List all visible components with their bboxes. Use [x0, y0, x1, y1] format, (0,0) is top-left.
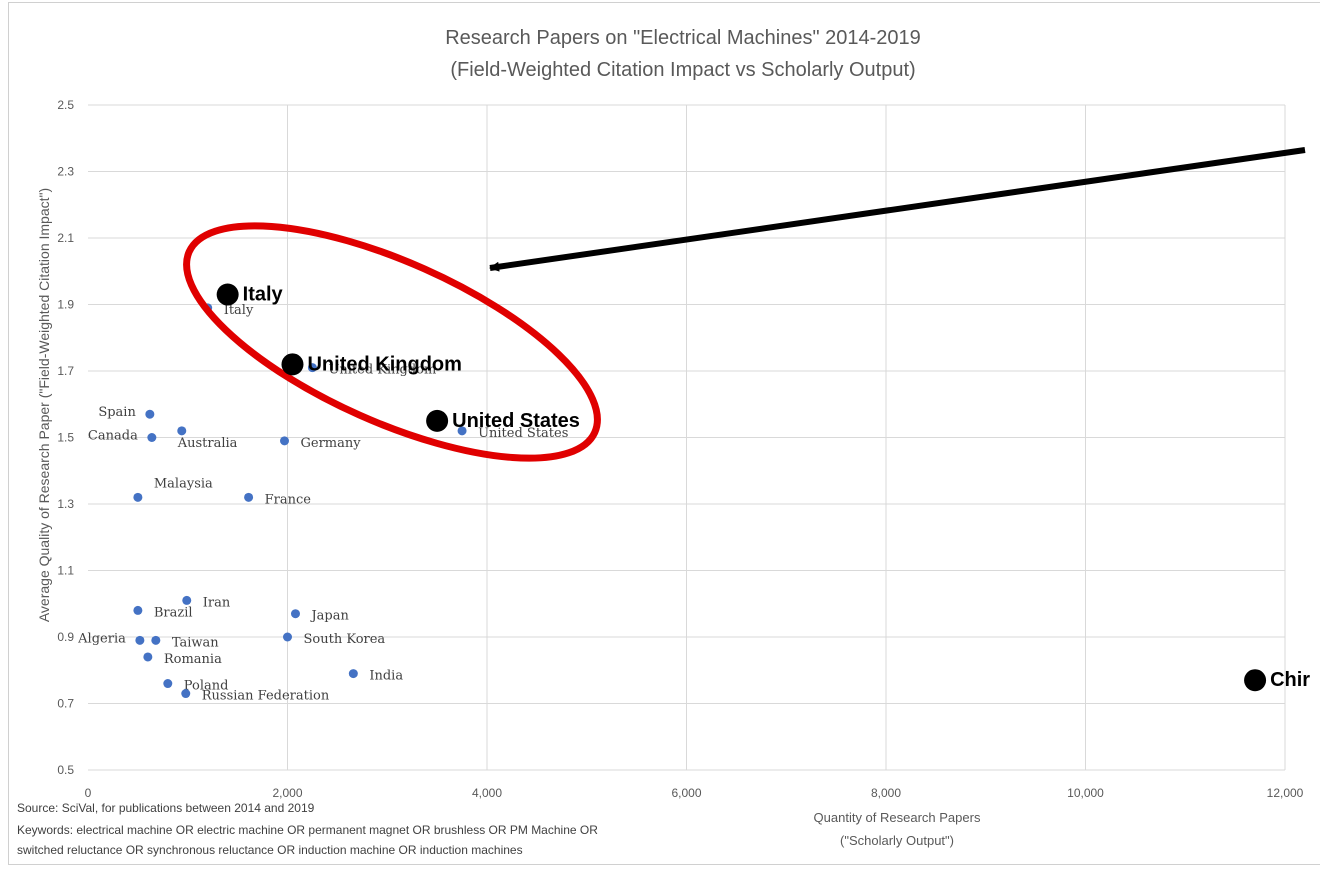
- x-tick-label: 6,000: [671, 786, 701, 800]
- data-point: [307, 363, 317, 373]
- x-axis-label-secondary: ("Scholarly Output"): [840, 833, 954, 848]
- data-point-label: Germany: [301, 436, 362, 451]
- data-point-label: Spain: [98, 405, 136, 420]
- data-point: [143, 652, 153, 662]
- data-point-label: Algeria: [77, 631, 126, 646]
- data-point-label: Iran: [203, 595, 231, 610]
- data-point-label: Japan: [309, 609, 349, 624]
- grid-lines: [88, 104, 1286, 771]
- data-point: [163, 679, 173, 689]
- data-point-label: Australia: [177, 436, 238, 451]
- data-point: [348, 669, 358, 679]
- y-tick-label: 1.3: [57, 497, 74, 511]
- data-point: [177, 426, 187, 436]
- data-point-label: Poland: [184, 679, 229, 694]
- x-tick-label: 4,000: [472, 786, 502, 800]
- keywords-note-line2: switched reluctance OR synchronous reluc…: [17, 843, 523, 857]
- chart-frame: [8, 2, 1320, 865]
- y-tick-label: 0.7: [57, 697, 74, 711]
- x-tick-label: 2,000: [272, 786, 302, 800]
- y-tick-label: 0.5: [57, 763, 74, 777]
- x-axis-label: Quantity of Research Papers: [813, 810, 981, 825]
- data-point-label: Romania: [164, 652, 222, 667]
- data-point-label: Russian Federation: [202, 689, 330, 704]
- chart-subtitle: (Field-Weighted Citation Impact vs Schol…: [450, 59, 916, 81]
- highlight-point: [426, 409, 449, 432]
- data-point: [280, 436, 290, 446]
- data-point: [290, 609, 300, 619]
- chart-title: Research Papers on "Electrical Machines"…: [445, 27, 921, 49]
- data-point-label: Brazil: [154, 605, 193, 620]
- data-point-label: United States: [478, 426, 568, 441]
- data-point: [135, 635, 145, 645]
- data-point-label: France: [265, 492, 312, 507]
- highlight-point: [216, 283, 239, 306]
- highlighted-points: Italy United Kingdom United States Chir: [216, 283, 1310, 692]
- highlight-point: [1244, 669, 1267, 692]
- data-point: [181, 689, 191, 699]
- y-tick-label: 2.3: [57, 165, 74, 179]
- data-point-label: Canada: [88, 429, 138, 444]
- source-note: Source: SciVal, for publications between…: [17, 801, 315, 815]
- highlight-ellipse: [183, 222, 601, 462]
- y-tick-label: 0.9: [57, 630, 74, 644]
- y-tick-label: 2.5: [57, 98, 74, 112]
- data-point: [133, 605, 143, 615]
- data-points: Spain Canada Australia Germany Malaysia Franc…: [77, 303, 568, 704]
- y-tick-label: 1.9: [57, 298, 74, 312]
- annotation-overlay: [183, 147, 1306, 462]
- x-tick-label: 0: [85, 786, 92, 800]
- data-point: [147, 433, 157, 442]
- keywords-note-line1: Keywords: electrical machine OR electric…: [17, 823, 598, 837]
- data-point: [151, 635, 161, 645]
- data-point-label: India: [369, 669, 403, 684]
- highlight-label: United Kingdom: [307, 353, 461, 375]
- data-point: [457, 426, 467, 436]
- highlight-label: Chir: [1270, 669, 1310, 691]
- x-tick-label: 8,000: [871, 786, 901, 800]
- y-tick-label: 1.5: [57, 431, 74, 445]
- data-point-label: South Korea: [304, 632, 386, 647]
- pointer-arrow: [489, 147, 1306, 272]
- highlight-label: Italy: [243, 284, 284, 306]
- x-tick-label: 12,000: [1267, 786, 1304, 800]
- data-point-label: Taiwan: [172, 635, 219, 650]
- y-tick-label: 1.1: [57, 564, 74, 578]
- highlight-point: [281, 353, 304, 376]
- data-point-label: United Kingdom: [328, 363, 436, 378]
- y-tick-label: 2.1: [57, 231, 74, 245]
- data-point: [145, 409, 155, 419]
- data-point: [133, 492, 143, 502]
- highlight-label: United States: [452, 410, 580, 432]
- data-point: [244, 492, 254, 502]
- data-point: [182, 595, 192, 605]
- data-point-label: Italy: [224, 303, 254, 318]
- x-tick-label: 10,000: [1067, 786, 1104, 800]
- data-point: [283, 632, 292, 642]
- axis-ticks: 0.5 0.7 0.9 1.1 1.3 1.5 1.7 1.9 2.1 2.3 2.5 0 2,000 4…: [57, 98, 1303, 800]
- data-point-label: Malaysia: [154, 476, 213, 491]
- y-tick-label: 1.7: [57, 364, 74, 378]
